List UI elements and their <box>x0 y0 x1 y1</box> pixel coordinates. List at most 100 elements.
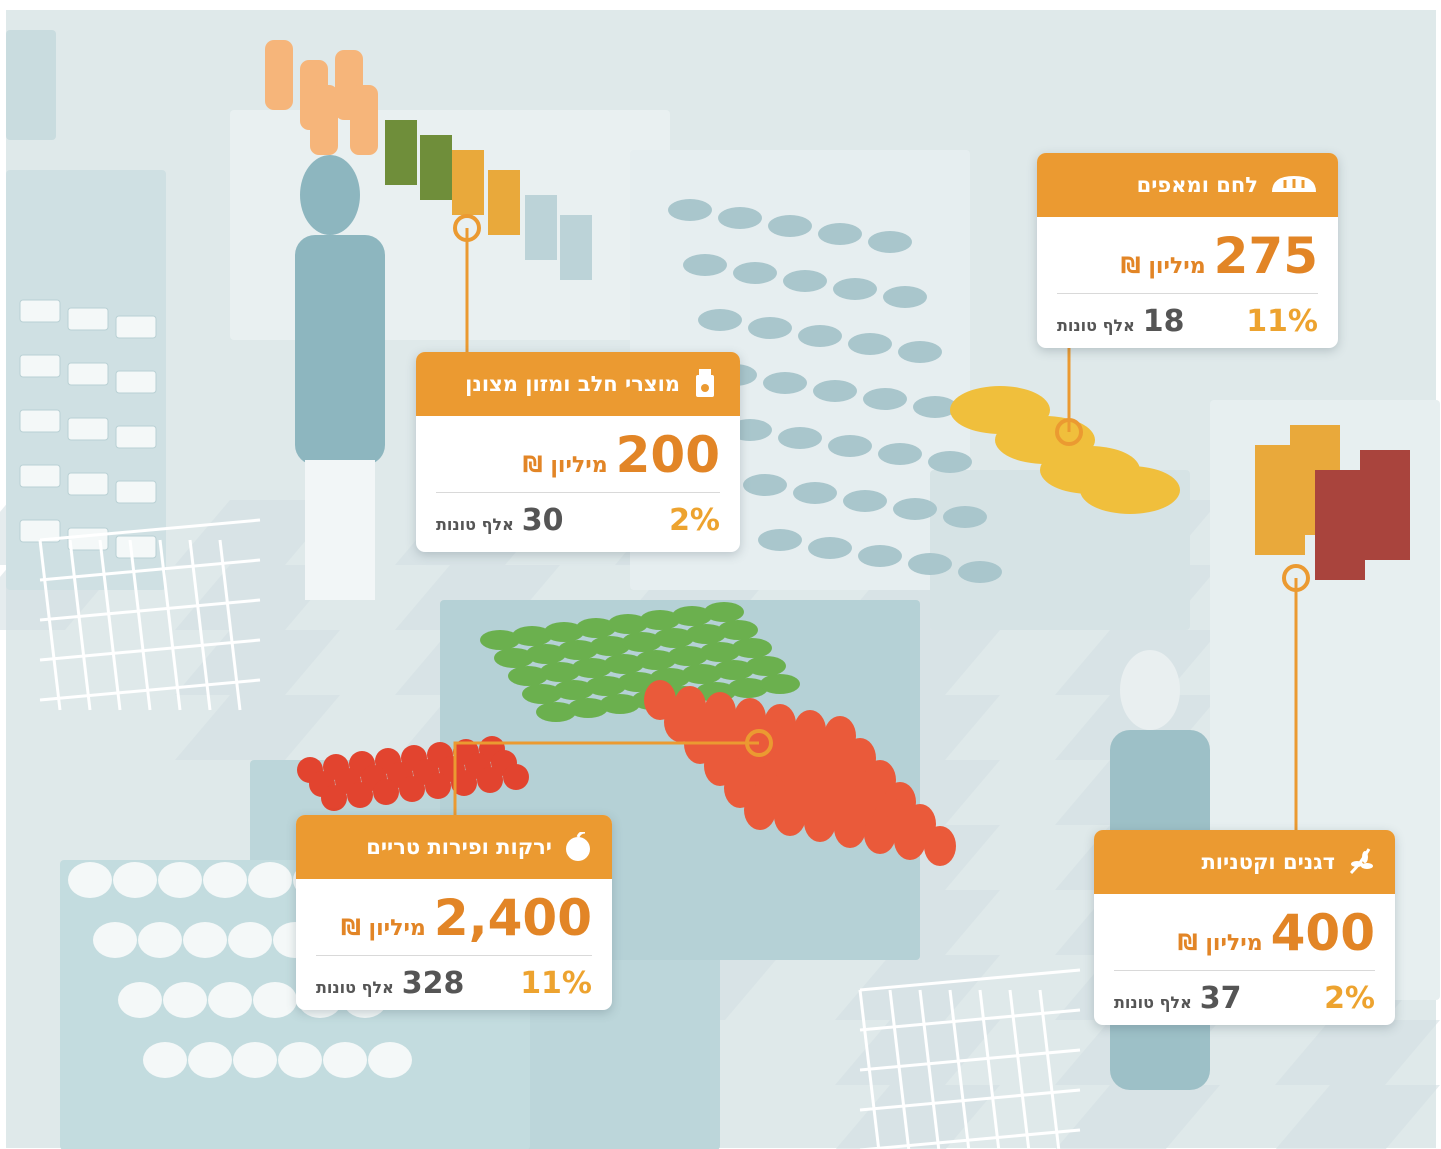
bottle <box>350 85 378 155</box>
shelf-item <box>833 278 877 300</box>
packaged-item <box>68 363 108 385</box>
amount-value: 200 <box>616 426 720 484</box>
amount-row: 400מיליון ₪ <box>1094 894 1395 962</box>
packaged-item <box>116 481 156 503</box>
tomato <box>477 767 503 793</box>
packaged-item <box>68 473 108 495</box>
amount-unit: מיליון ₪ <box>1178 931 1263 956</box>
cucumber <box>718 620 758 640</box>
onion <box>228 922 272 958</box>
cucumber <box>732 638 772 658</box>
info-card: ירקות ופירות טריים2,400מיליון ₪11%328אלף… <box>296 815 612 1010</box>
amount-unit: מיליון ₪ <box>1121 254 1206 279</box>
category-icon <box>692 369 720 399</box>
shelf-item <box>893 498 937 520</box>
onion <box>138 922 182 958</box>
onion <box>203 862 247 898</box>
onion <box>188 1042 232 1078</box>
shelf-item <box>868 231 912 253</box>
cucumber <box>760 674 800 694</box>
tomato <box>399 776 425 802</box>
shelf-item <box>958 561 1002 583</box>
packaged-item <box>20 355 60 377</box>
shelf-item <box>858 545 902 567</box>
shelf-item <box>783 270 827 292</box>
category-icon <box>1347 847 1375 877</box>
shopper-body <box>295 235 385 465</box>
shelf-item <box>863 388 907 410</box>
shelf-item <box>768 215 812 237</box>
card-header: מוצרי חלב ומזון מצונן <box>416 352 740 416</box>
tons-value: 18 <box>1143 304 1185 339</box>
onion <box>118 982 162 1018</box>
stats-row: 11% 18 אלף טונות <box>1037 294 1338 339</box>
onion <box>278 1042 322 1078</box>
tomato <box>425 773 451 799</box>
shelf-item <box>808 537 852 559</box>
shelf-item <box>883 286 927 308</box>
shelf-item <box>898 341 942 363</box>
amount-row: 275 מיליון ₪ <box>1037 217 1338 285</box>
shelf-item <box>758 529 802 551</box>
cucumber <box>704 602 744 622</box>
packaged-item <box>20 465 60 487</box>
onion <box>248 862 292 898</box>
shelf-item <box>908 553 952 575</box>
cucumber <box>746 656 786 676</box>
pepper <box>894 820 926 860</box>
carton <box>385 120 417 185</box>
pepper <box>864 814 896 854</box>
shelf-item <box>813 380 857 402</box>
packaged-item <box>20 410 60 432</box>
tomato <box>503 764 529 790</box>
amount-value: 275 <box>1214 227 1318 285</box>
packaged-item <box>116 426 156 448</box>
tons-value: 37 <box>1200 981 1242 1016</box>
tomato <box>321 785 347 811</box>
shopper-legs <box>305 460 375 600</box>
card-header: ירקות ופירות טריים <box>296 815 612 879</box>
shelf-item <box>778 427 822 449</box>
carton <box>560 215 592 280</box>
packaged-item <box>116 316 156 338</box>
tons-unit: אלף טונות <box>436 515 514 534</box>
amount-unit: מיליון ₪ <box>341 916 426 941</box>
onion <box>143 1042 187 1078</box>
onion <box>233 1042 277 1078</box>
onion <box>323 1042 367 1078</box>
stats-row: 2%37אלף טונות <box>1094 971 1395 1016</box>
shelf-item <box>733 262 777 284</box>
pepper <box>804 802 836 842</box>
card-header: לחם ומאפים <box>1037 153 1338 217</box>
onion <box>208 982 252 1018</box>
cereal-box <box>1315 470 1365 580</box>
tons: 30אלף טונות <box>436 503 563 538</box>
packaged-item <box>116 371 156 393</box>
share-value: 11% <box>1246 304 1318 339</box>
shelf-item <box>683 254 727 276</box>
shelf-item <box>793 482 837 504</box>
cereal-box <box>1360 450 1410 560</box>
share-value: 2% <box>669 503 720 538</box>
tons-value: 328 <box>402 966 465 1001</box>
tons: 37אלף טונות <box>1114 981 1241 1016</box>
pepper <box>834 808 866 848</box>
info-card: לחם ומאפים 275 מיליון ₪ 11% 18 אלף טונות <box>1037 153 1338 348</box>
bread-loaf <box>1080 466 1180 514</box>
pepper <box>774 796 806 836</box>
onion <box>158 862 202 898</box>
tons-unit: אלף טונות <box>1057 316 1135 335</box>
carton <box>420 135 452 200</box>
shopper-head <box>1120 650 1180 730</box>
onion <box>163 982 207 1018</box>
onion <box>68 862 112 898</box>
packaged-item <box>68 308 108 330</box>
onion <box>253 982 297 1018</box>
shelf-item <box>698 309 742 331</box>
amount-row: 200מיליון ₪ <box>416 416 740 484</box>
packaged-item <box>68 418 108 440</box>
carton <box>525 195 557 260</box>
shelf-item <box>743 474 787 496</box>
